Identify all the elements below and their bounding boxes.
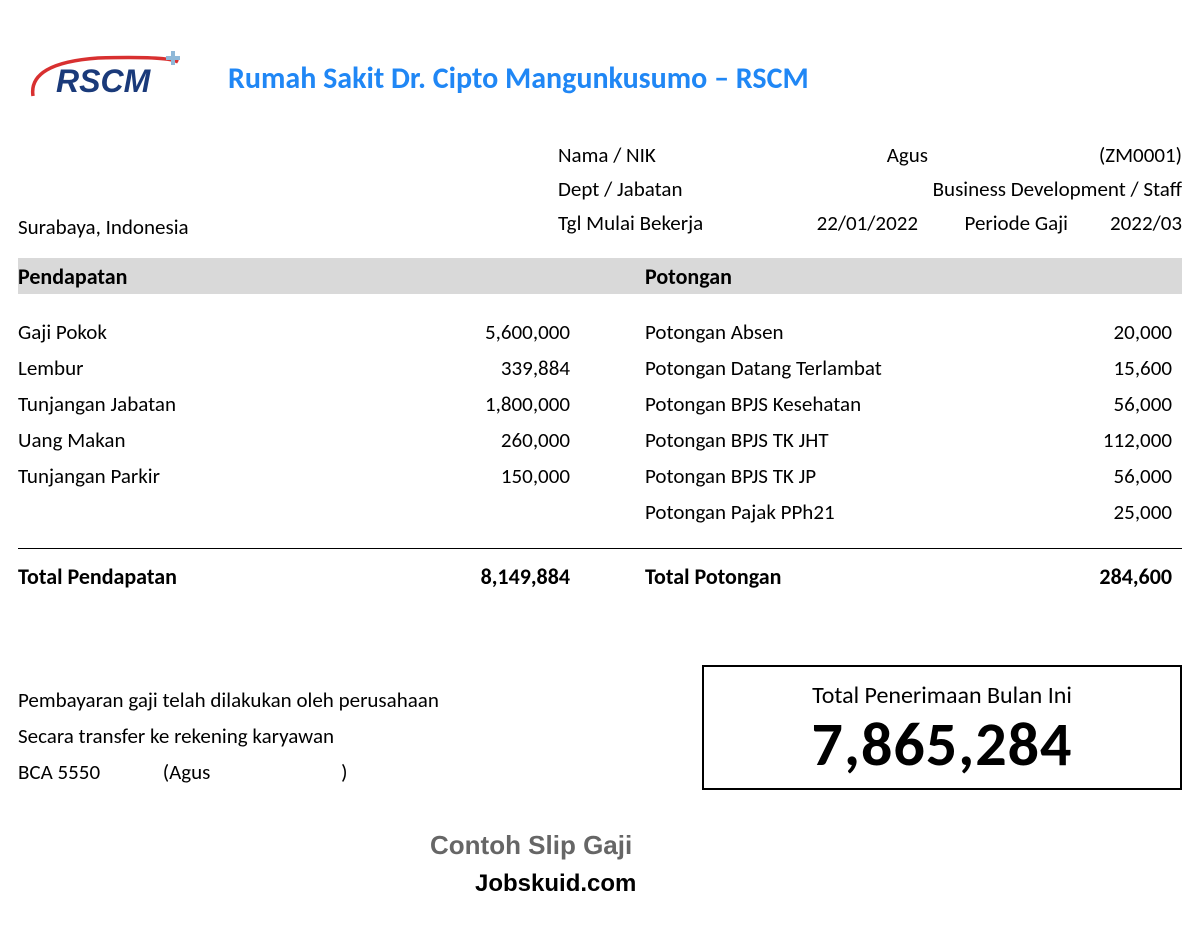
payment-note: Pembayaran gaji telah dilakukan oleh per… — [18, 682, 702, 790]
income-row: Lembur339,884 — [18, 350, 570, 386]
deduction-column: Potongan Absen20,000Potongan Datang Terl… — [600, 314, 1182, 530]
deduction-row: Potongan Pajak PPh2125,000 — [645, 494, 1172, 530]
net-value: 7,865,284 — [714, 710, 1170, 778]
deduction-row: Potongan Datang Terlambat15,600 — [645, 350, 1172, 386]
rscm-logo: RSCM — [18, 48, 188, 108]
deduction-label: Potongan Datang Terlambat — [645, 355, 992, 381]
income-label: Tunjangan Jabatan — [18, 391, 390, 417]
deduction-row: Potongan BPJS TK JHT112,000 — [645, 422, 1172, 458]
bank-name: BCA 5550 — [18, 754, 158, 790]
deduction-value: 15,600 — [992, 355, 1172, 381]
employee-info: Surabaya, Indonesia Nama / NIK Agus (ZM0… — [18, 138, 1182, 240]
deduction-label: Potongan BPJS Kesehatan — [645, 391, 992, 417]
account-close: ) — [248, 754, 348, 790]
start-label: Tgl Mulai Bekerja — [558, 210, 778, 236]
net-box: Total Penerimaan Bulan Ini 7,865,284 — [702, 665, 1182, 790]
income-value: 1,800,000 — [390, 391, 570, 417]
company-title: Rumah Sakit Dr. Cipto Mangunkusumo – RSC… — [228, 60, 809, 97]
bank-line: BCA 5550 (Agus ) — [18, 754, 702, 790]
name-label: Nama / NIK — [558, 142, 778, 168]
svg-text:RSCM: RSCM — [56, 63, 152, 99]
deduction-value: 56,000 — [992, 463, 1172, 489]
total-deduction-label: Total Potongan — [645, 563, 992, 590]
income-row: Tunjangan Jabatan1,800,000 — [18, 386, 570, 422]
deduction-label: Potongan Absen — [645, 319, 992, 345]
deduction-value: 20,000 — [992, 319, 1172, 345]
divider-line — [18, 548, 1182, 549]
employee-name: Agus — [778, 142, 978, 168]
income-value: 5,600,000 — [390, 319, 570, 345]
deduction-value: 56,000 — [992, 391, 1172, 417]
deduction-row: Potongan BPJS Kesehatan56,000 — [645, 386, 1172, 422]
deduction-row: Potongan BPJS TK JP56,000 — [645, 458, 1172, 494]
income-label: Gaji Pokok — [18, 319, 390, 345]
deduction-label: Potongan Pajak PPh21 — [645, 499, 992, 525]
deduction-value: 25,000 — [992, 499, 1172, 525]
income-value: 339,884 — [390, 355, 570, 381]
employee-dept: Business Development / Staff — [778, 176, 1182, 202]
watermark-line2: Jobskuid.com — [475, 870, 636, 898]
total-income-label: Total Pendapatan — [18, 563, 390, 590]
income-value: 150,000 — [390, 463, 570, 489]
income-row: Tunjangan Parkir150,000 — [18, 458, 570, 494]
total-income-value: 8,149,884 — [390, 563, 570, 590]
income-header: Pendapatan — [18, 263, 600, 290]
deduction-header: Potongan — [600, 263, 1182, 290]
totals-row: Total Pendapatan 8,149,884 Total Potonga… — [18, 563, 1182, 590]
deduction-row: Potongan Absen20,000 — [645, 314, 1172, 350]
income-label: Tunjangan Parkir — [18, 463, 390, 489]
payment-note-line2: Secara transfer ke rekening karyawan — [18, 718, 702, 754]
payslip-body: Gaji Pokok5,600,000Lembur339,884Tunjanga… — [18, 314, 1182, 530]
dept-label: Dept / Jabatan — [558, 176, 778, 202]
deduction-value: 112,000 — [992, 427, 1172, 453]
header: RSCM Rumah Sakit Dr. Cipto Mangunkusumo … — [18, 48, 1182, 108]
income-value: 260,000 — [390, 427, 570, 453]
income-row: Gaji Pokok5,600,000 — [18, 314, 570, 350]
income-column: Gaji Pokok5,600,000Lembur339,884Tunjanga… — [18, 314, 600, 530]
income-row: Uang Makan260,000 — [18, 422, 570, 458]
total-deduction-value: 284,600 — [992, 563, 1172, 590]
deduction-label: Potongan BPJS TK JP — [645, 463, 992, 489]
deduction-label: Potongan BPJS TK JHT — [645, 427, 992, 453]
section-header-row: Pendapatan Potongan — [18, 258, 1182, 294]
watermark-line1: Contoh Slip Gaji — [430, 830, 632, 861]
period-label: Periode Gaji — [918, 210, 1068, 236]
income-label: Uang Makan — [18, 427, 390, 453]
income-label: Lembur — [18, 355, 390, 381]
account-open: (Agus — [163, 754, 243, 790]
footer: Pembayaran gaji telah dilakukan oleh per… — [18, 665, 1182, 790]
period-value: 2022/03 — [1068, 210, 1182, 236]
location-text: Surabaya, Indonesia — [18, 214, 558, 240]
payment-note-line1: Pembayaran gaji telah dilakukan oleh per… — [18, 682, 702, 718]
employee-nik: (ZM0001) — [978, 142, 1182, 168]
start-date: 22/01/2022 — [778, 210, 918, 236]
